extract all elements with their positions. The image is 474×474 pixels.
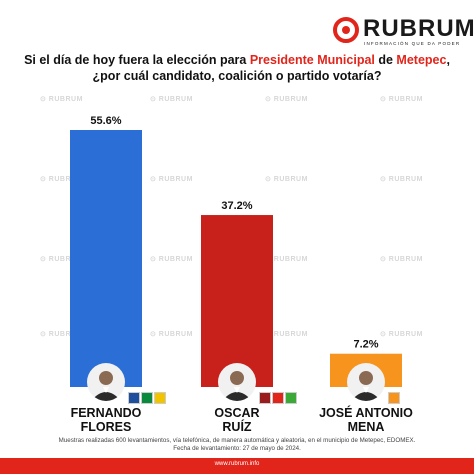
logo-target-icon <box>333 17 359 43</box>
party-logo-pan <box>128 392 140 404</box>
candidate-name: OSCAR RUÍZ <box>177 406 297 434</box>
footer-note: Muestras realizadas 600 levantamientos, … <box>0 437 474 453</box>
footer-bar <box>0 458 474 474</box>
watermark-logo: ⊙ RUBRUM <box>150 331 193 338</box>
bar-2 <box>201 215 273 387</box>
footer-date: Fecha de levantamiento: 27 de mayo de 20… <box>173 445 301 452</box>
candidate-first-name: JOSÉ ANTONIO <box>319 406 413 420</box>
chart-title: Si el día de hoy fuera la elección para … <box>10 52 464 84</box>
rubrum-logo: RUBRUM INFORMACIÓN QUE DA PODER <box>333 14 474 50</box>
candidate-last-name: FLORES <box>80 420 132 434</box>
watermark-logo: ⊙ RUBRUM <box>380 96 423 103</box>
watermark-logo: ⊙ RUBRUM <box>265 96 308 103</box>
title-highlight-office: Presidente Municipal <box>249 53 375 67</box>
watermark-logo: ⊙ RUBRUM <box>150 96 193 103</box>
bar-value-label: 7.2% <box>353 339 378 351</box>
watermark-logo: ⊙ RUBRUM <box>265 176 308 183</box>
logo-wordmark: RUBRUM <box>363 15 474 42</box>
watermark-logo: ⊙ RUBRUM <box>40 176 83 183</box>
title-text-3: , <box>446 53 450 67</box>
bar-1 <box>70 130 142 387</box>
watermark-logo: ⊙ RUBRUM <box>150 176 193 183</box>
title-text-1: Si el día de hoy fuera la elección para <box>24 53 250 67</box>
party-logo-pt <box>272 392 284 404</box>
watermark-logo: ⊙ RUBRUM <box>40 331 83 338</box>
watermark-logo: ⊙ RUBRUM <box>40 256 83 263</box>
candidate-first-name: OSCAR <box>214 406 260 420</box>
bar-value-label: 37.2% <box>221 200 252 212</box>
candidate-photo <box>87 363 125 401</box>
footer-method: Muestras realizadas 600 levantamientos, … <box>58 437 416 444</box>
candidate-first-name: FERNANDO <box>70 406 142 420</box>
title-highlight-city: Metepec <box>396 53 447 67</box>
watermark-logo: ⊙ RUBRUM <box>380 256 423 263</box>
watermark-logo: ⊙ RUBRUM <box>265 256 308 263</box>
watermark-logo: ⊙ RUBRUM <box>265 331 308 338</box>
candidate-photo <box>218 363 256 401</box>
candidate-last-name: RUÍZ <box>222 420 252 434</box>
bar-value-label: 55.6% <box>90 115 121 127</box>
footer-url: www.rubrum.info <box>214 461 260 467</box>
candidate-photo <box>347 363 385 401</box>
title-line-2: ¿por cuál candidato, coalición o partido… <box>92 69 382 83</box>
party-logo-pri <box>141 392 153 404</box>
candidate-name: FERNANDO FLORES <box>46 406 166 434</box>
candidate-last-name: MENA <box>347 420 385 434</box>
party-logo-morena <box>259 392 271 404</box>
candidate-name: JOSÉ ANTONIO MENA <box>306 406 426 434</box>
watermark-logo: ⊙ RUBRUM <box>380 331 423 338</box>
party-logo-pvem <box>285 392 297 404</box>
watermark-logo: ⊙ RUBRUM <box>150 256 193 263</box>
title-text-2: de <box>374 53 397 67</box>
watermark-logo: ⊙ RUBRUM <box>380 176 423 183</box>
party-logo-prd <box>154 392 166 404</box>
watermark-logo: ⊙ RUBRUM <box>40 96 83 103</box>
logo-tagline: INFORMACIÓN QUE DA PODER <box>364 41 461 46</box>
party-logo-mc <box>388 392 400 404</box>
